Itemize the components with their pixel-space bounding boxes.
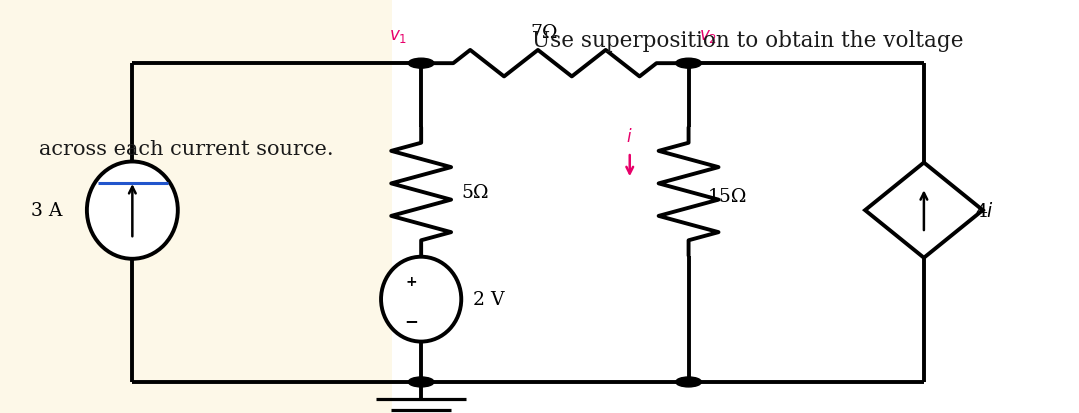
Circle shape	[408, 59, 434, 69]
Circle shape	[675, 377, 701, 387]
Text: 15Ω: 15Ω	[708, 187, 747, 205]
Text: $v_2$: $v_2$	[699, 27, 716, 45]
Text: 7Ω: 7Ω	[531, 24, 558, 42]
Text: across each current source.: across each current source.	[39, 139, 333, 158]
Text: 2 V: 2 V	[473, 290, 504, 309]
Circle shape	[408, 377, 434, 387]
FancyBboxPatch shape	[393, 0, 1079, 413]
Text: 3 A: 3 A	[31, 202, 63, 220]
Text: $v_1$: $v_1$	[388, 27, 407, 45]
Ellipse shape	[381, 257, 461, 342]
Text: +: +	[406, 274, 418, 288]
Text: Use superposition to obtain the voltage: Use superposition to obtain the voltage	[532, 30, 964, 52]
Circle shape	[675, 59, 701, 69]
Polygon shape	[865, 163, 983, 258]
Ellipse shape	[87, 162, 178, 259]
Text: $i$: $i$	[627, 127, 633, 145]
Text: 5Ω: 5Ω	[462, 183, 489, 201]
Text: 4$i$: 4$i$	[975, 201, 994, 220]
Text: −: −	[405, 311, 419, 329]
